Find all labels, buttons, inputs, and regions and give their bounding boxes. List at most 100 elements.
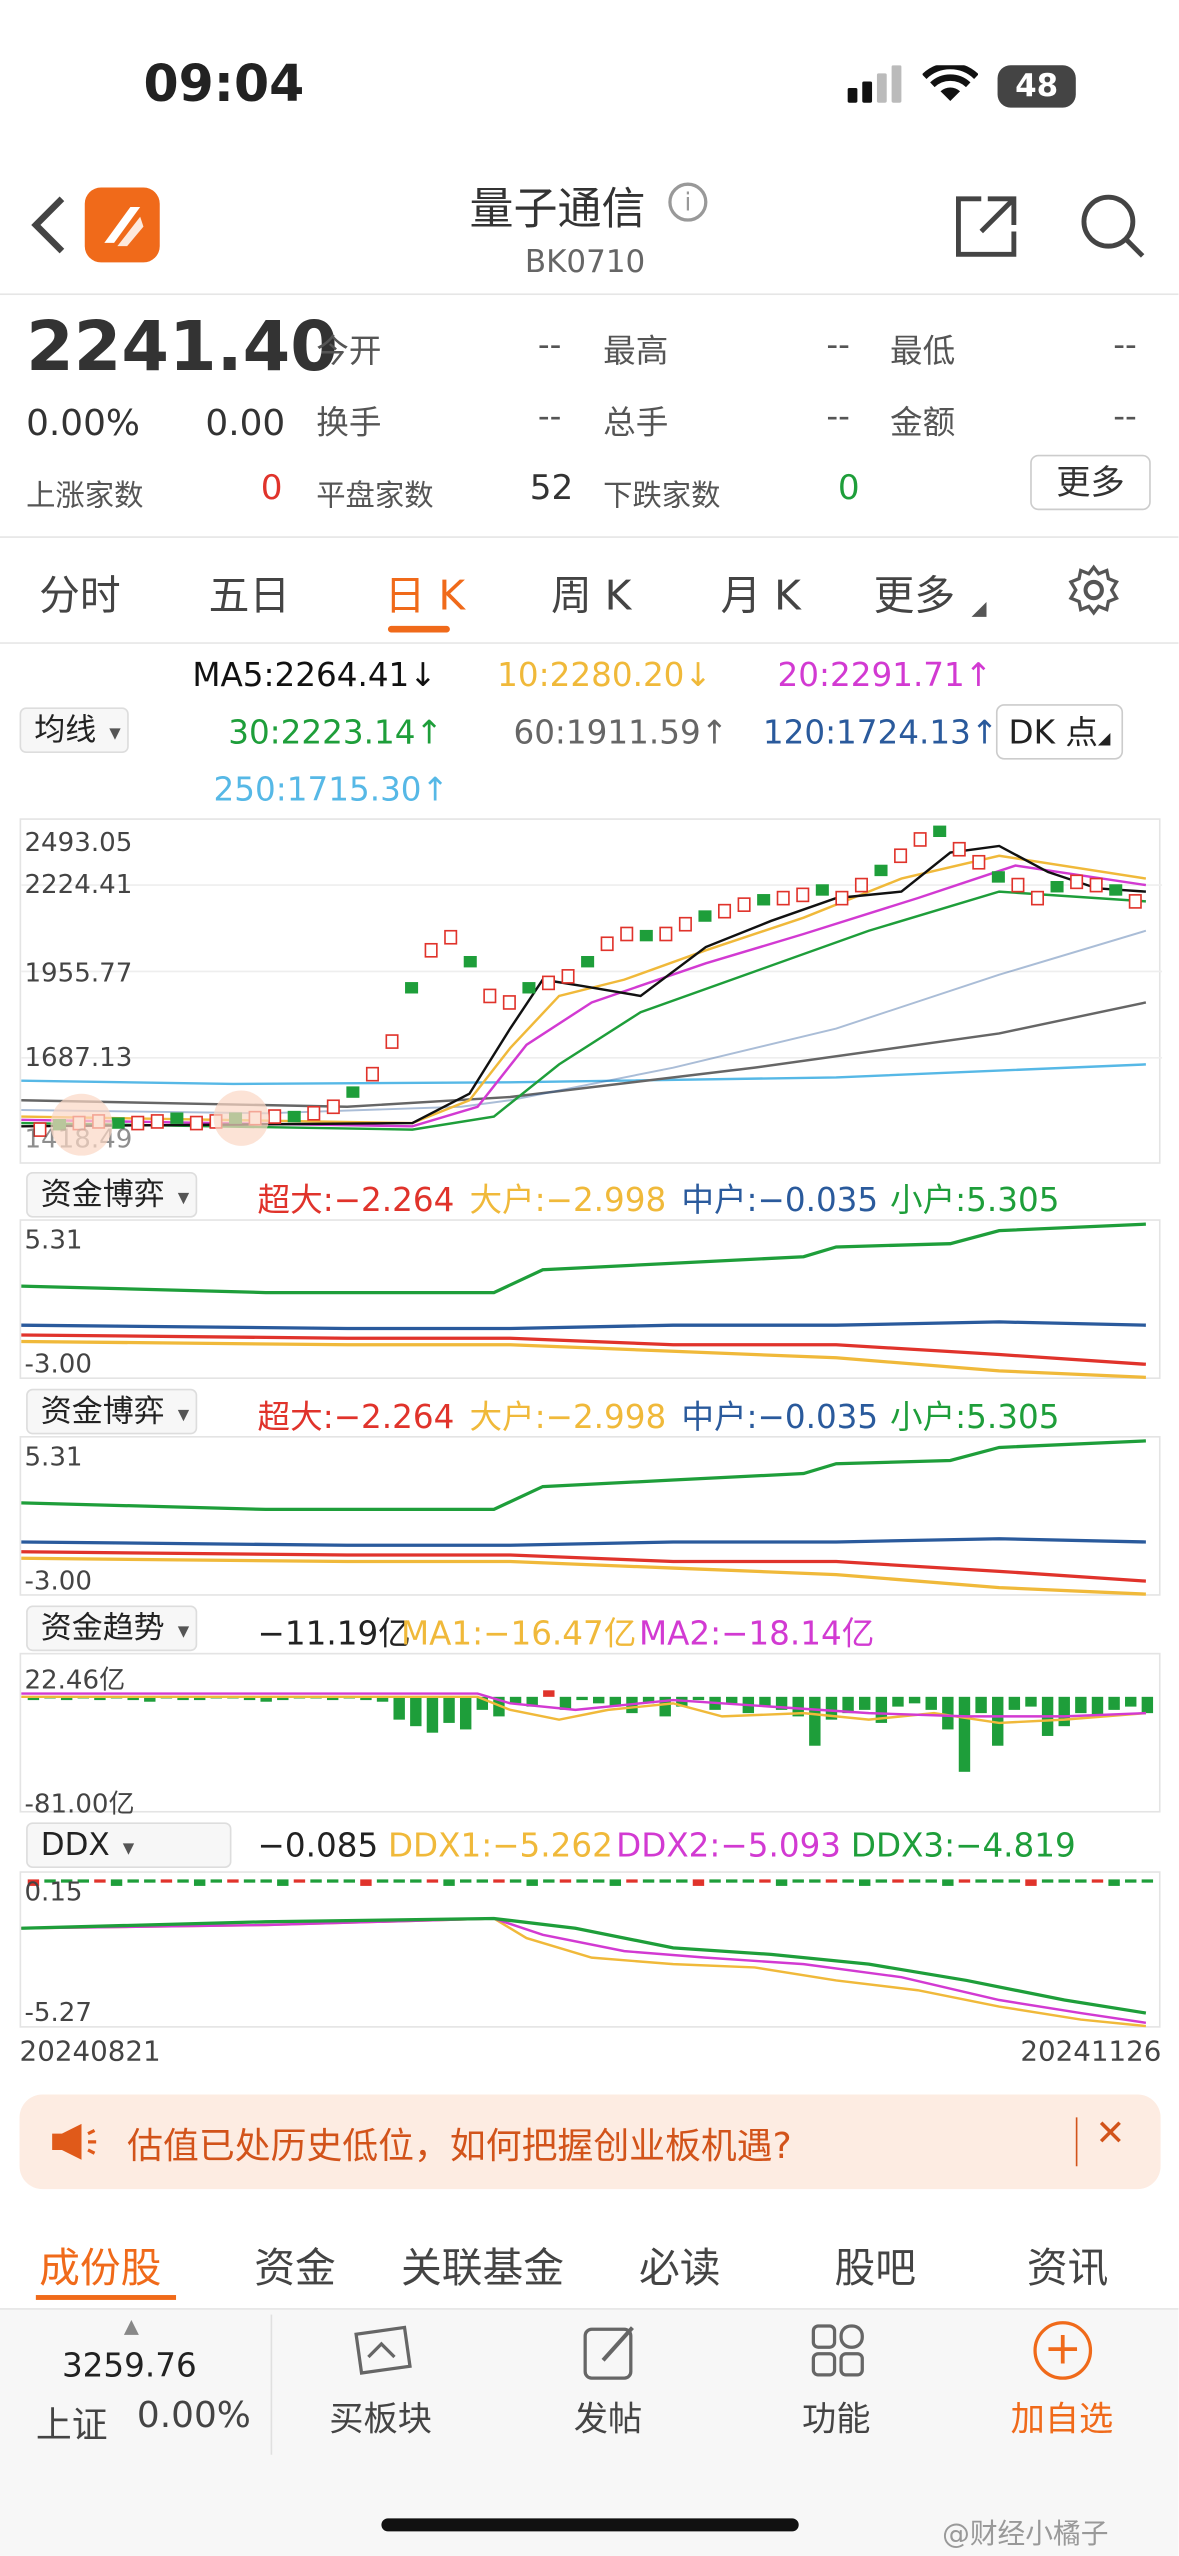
- candlestick: [444, 929, 458, 945]
- ddx-bar: [476, 1879, 489, 1883]
- trend-bar: [726, 1696, 738, 1704]
- signal-icon: [847, 65, 913, 104]
- back-icon[interactable]: [26, 192, 72, 264]
- tab-monthly-k[interactable]: 月 K: [720, 572, 801, 620]
- ddx-bar: [1041, 1879, 1054, 1883]
- fund-trend-ma1: MA1:−16.47亿: [400, 1613, 637, 1653]
- candlestick: [757, 894, 771, 906]
- ddx-bar: [210, 1879, 223, 1883]
- tab-weekly-k[interactable]: 周 K: [550, 572, 632, 620]
- kline-chart[interactable]: 2493.05 2224.41 1955.77 1687.13 1418.49: [19, 818, 1163, 1164]
- fund-game-chart-2[interactable]: 5.31 -3.00: [19, 1436, 1161, 1596]
- tab-more[interactable]: 更多: [873, 572, 956, 620]
- tab-intraday[interactable]: 分时: [39, 572, 121, 620]
- trend-bar: [144, 1696, 156, 1702]
- function-button[interactable]: 功能: [801, 2399, 871, 2439]
- candlestick: [913, 832, 927, 847]
- tab-news[interactable]: 资讯: [1026, 2244, 1109, 2292]
- ddx-bar: [127, 1879, 139, 1883]
- trend-bar: [1141, 1696, 1154, 1714]
- change-pct: 0.00%: [26, 404, 141, 445]
- fund-y-min: -3.00: [24, 1348, 92, 1379]
- trend-bar: [592, 1696, 605, 1704]
- tab-related-funds[interactable]: 关联基金: [400, 2244, 565, 2292]
- tab-forum[interactable]: 股吧: [834, 2244, 917, 2292]
- dk-marker-icon[interactable]: [213, 1090, 269, 1146]
- more-button[interactable]: 更多: [1030, 454, 1151, 511]
- candlestick: [346, 1086, 360, 1098]
- ddx-bar: [227, 1879, 239, 1883]
- candlestick: [385, 1034, 399, 1049]
- tab-daily-k[interactable]: 日 K: [384, 572, 466, 620]
- ddx-bar: [160, 1879, 173, 1883]
- dk-marker-icon[interactable]: [50, 1093, 113, 1156]
- fund-small-value: 小户:5.305: [889, 1180, 1060, 1220]
- index-value[interactable]: 3259.76: [61, 2345, 197, 2385]
- add-watchlist-button[interactable]: 加自选: [1010, 2399, 1114, 2439]
- ddx-bar: [426, 1879, 439, 1883]
- settings-gear-icon[interactable]: [1068, 564, 1120, 623]
- kline-y-max: 2493.05: [24, 826, 133, 858]
- candlestick: [365, 1066, 379, 1082]
- ddx-bar: [942, 1879, 954, 1886]
- ddx-bar: [326, 1879, 339, 1883]
- ddx-bar: [576, 1879, 588, 1883]
- ddx-y-min: -5.27: [24, 1996, 92, 2028]
- fund-game-select[interactable]: 资金博弈: [26, 1171, 198, 1218]
- candlestick: [796, 887, 810, 903]
- turnover-label: 换手: [316, 402, 382, 442]
- info-icon[interactable]: i: [668, 182, 708, 222]
- trend-bar: [892, 1696, 904, 1707]
- trend-bar: [1075, 1696, 1087, 1714]
- tab-components[interactable]: 成份股: [39, 2244, 162, 2292]
- candlestick: [933, 825, 947, 838]
- share-icon[interactable]: [952, 192, 1020, 267]
- fund-game-select[interactable]: 资金博弈: [26, 1388, 198, 1435]
- add-watchlist-icon: +: [1033, 2321, 1093, 2380]
- bottom-tab-indicator: [35, 2295, 177, 2300]
- trend-bar: [942, 1696, 954, 1730]
- tab-must-read[interactable]: 必读: [638, 2244, 721, 2292]
- candlestick: [815, 884, 829, 896]
- ddx-select[interactable]: DDX: [26, 1822, 232, 1868]
- fund-super-value: 超大:−2.264: [257, 1180, 455, 1220]
- tab-funds[interactable]: 资金: [254, 2244, 336, 2292]
- ma20-value: 20:2291.71↑: [777, 655, 993, 695]
- ddx-bar: [177, 1879, 189, 1883]
- trend-y-min: -81.00亿: [24, 1788, 135, 1820]
- ma-select[interactable]: 均线: [19, 707, 129, 754]
- low-label: 最低: [889, 330, 956, 371]
- ddx-chart[interactable]: 0.15 -5.27: [19, 1871, 1161, 2028]
- trend-bar: [193, 1696, 206, 1701]
- trend-bar: [443, 1696, 455, 1723]
- ddx-bar: [1091, 1879, 1104, 1883]
- fund-trend-chart[interactable]: 22.46亿 -81.00亿: [19, 1652, 1161, 1819]
- status-time: 09:04: [143, 55, 305, 115]
- ddx-bar: [493, 1879, 505, 1883]
- search-icon[interactable]: [1079, 192, 1147, 267]
- down-count-value: 0: [837, 467, 860, 507]
- fund-y-max: 5.31: [24, 1440, 83, 1472]
- ddx-bar: [726, 1879, 738, 1883]
- fund-y-min: -3.00: [24, 1564, 92, 1596]
- fund-big-value: 大户:−2.998: [469, 1396, 667, 1437]
- tab-five-day[interactable]: 五日: [208, 572, 291, 620]
- promo-banner[interactable]: 估值已处历史低位，如何把握创业板机遇? ✕: [19, 2094, 1161, 2190]
- fund-trend-ma2: MA2:−18.14亿: [638, 1613, 875, 1653]
- trend-bar: [543, 1690, 555, 1697]
- candlestick: [1109, 884, 1123, 896]
- ddx-bar: [526, 1879, 538, 1886]
- ddx-bar: [110, 1879, 123, 1886]
- ddx-bar: [659, 1879, 671, 1883]
- fund-game-chart[interactable]: 5.31 -3.00: [19, 1219, 1161, 1379]
- trend-bar: [260, 1696, 272, 1702]
- fund-trend-select[interactable]: 资金趋势: [26, 1605, 198, 1652]
- close-icon[interactable]: ✕: [1095, 2114, 1126, 2155]
- trend-bar: [326, 1696, 339, 1701]
- ddx-bar: [293, 1879, 306, 1883]
- candlestick: [639, 929, 653, 942]
- dk-point-label: DK 点: [1008, 712, 1098, 752]
- post-button[interactable]: 发帖: [573, 2399, 643, 2439]
- buy-sector-button[interactable]: 买板块: [329, 2399, 432, 2439]
- dk-point-button[interactable]: DK 点◢: [995, 704, 1124, 760]
